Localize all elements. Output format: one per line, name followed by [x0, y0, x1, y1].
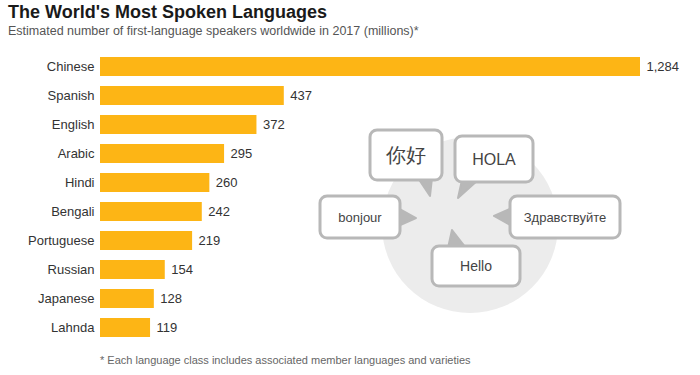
svg-text:Chinese: Chinese — [47, 59, 95, 74]
html-text:* Each language class includes: * Each language class includes associate… — [100, 354, 471, 366]
svg-text:English: English — [52, 117, 95, 132]
html-text:The World's Most Spoken Langua: The World's Most Spoken Languages — [8, 2, 327, 22]
svg-text:bonjour: bonjour — [338, 210, 382, 225]
svg-text:372: 372 — [263, 117, 285, 132]
svg-text:1,284: 1,284 — [647, 59, 680, 74]
svg-text:219: 219 — [199, 233, 221, 248]
svg-text:295: 295 — [231, 146, 253, 161]
svg-text:Spanish: Spanish — [48, 88, 95, 103]
html-text:Estimated number of first-lang: Estimated number of first-language speak… — [8, 24, 419, 38]
svg-text:154: 154 — [171, 262, 193, 277]
svg-text:242: 242 — [208, 204, 230, 219]
svg-text:Russian: Russian — [48, 262, 95, 277]
svg-text:Lahnda: Lahnda — [51, 320, 95, 335]
svg-text:Japanese: Japanese — [38, 291, 94, 306]
svg-text:119: 119 — [157, 320, 178, 335]
svg-text:128: 128 — [160, 291, 182, 306]
svg-text:Hello: Hello — [460, 258, 492, 274]
svg-text:你好: 你好 — [385, 144, 426, 166]
svg-text:Bengali: Bengali — [51, 204, 94, 219]
svg-text:437: 437 — [290, 88, 312, 103]
svg-text:Portuguese: Portuguese — [28, 233, 95, 248]
svg-text:Arabic: Arabic — [58, 146, 95, 161]
svg-text:Здравствуйте: Здравствуйте — [524, 210, 607, 225]
svg-text:Hindi: Hindi — [65, 175, 95, 190]
svg-text:HOLA: HOLA — [472, 151, 516, 168]
svg-text:260: 260 — [216, 175, 238, 190]
